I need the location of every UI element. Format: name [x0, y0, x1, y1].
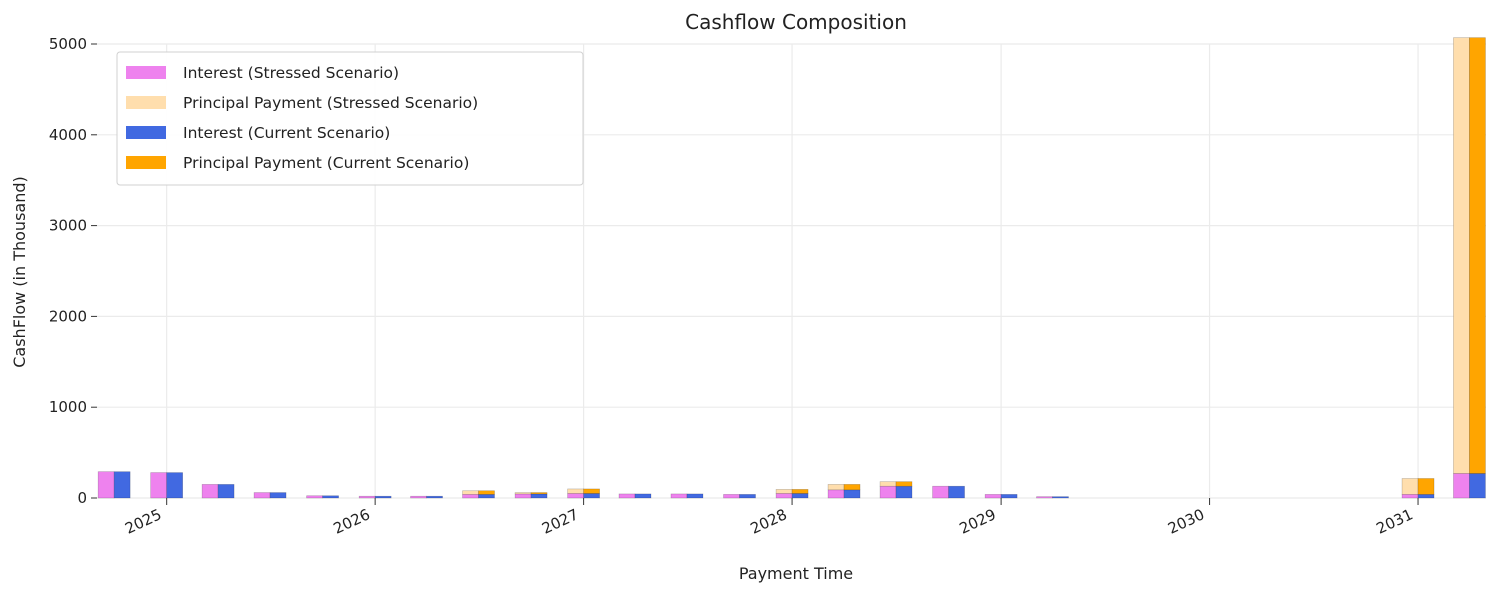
bar-current-interest: [583, 493, 600, 499]
legend-label: Principal Payment (Stressed Scenario): [183, 94, 478, 112]
bar-stressed-interest: [1453, 473, 1470, 499]
bar-current-interest: [426, 495, 443, 499]
bar-current-interest: [1052, 496, 1069, 499]
bars-layer: [97, 37, 1486, 499]
grid-layer: [97, 43, 1486, 499]
bar-current-principal: [583, 488, 600, 494]
bar-stressed-interest: [201, 484, 219, 499]
x-tick-label: 2025: [122, 505, 164, 537]
bar-current-interest: [686, 493, 704, 499]
bar-current-interest: [791, 493, 809, 499]
bar-stressed-principal: [514, 492, 532, 495]
bar-current-interest: [166, 472, 183, 499]
bar-current-interest: [843, 489, 861, 499]
x-tick-label: 2031: [1374, 505, 1416, 537]
bar-current-interest: [634, 493, 652, 499]
bar-stressed-interest: [97, 471, 115, 499]
bar-current-interest: [269, 492, 287, 499]
y-tick-label: 5000: [49, 35, 87, 53]
y-tick-label: 1000: [49, 398, 87, 416]
bar-stressed-principal: [1453, 37, 1470, 474]
bar-stressed-interest: [670, 493, 688, 499]
bar-current-interest: [739, 494, 756, 499]
bar-stressed-interest: [306, 495, 323, 499]
bar-stressed-interest: [358, 495, 376, 499]
bar-stressed-principal: [775, 489, 793, 494]
y-tick-label: 4000: [49, 126, 87, 144]
bar-stressed-interest: [462, 494, 479, 499]
x-tick-label: 2027: [539, 505, 581, 537]
bar-stressed-interest: [567, 493, 584, 499]
bar-stressed-principal: [567, 488, 584, 494]
bar-stressed-interest: [618, 493, 636, 499]
x-tick-label: 2026: [331, 505, 373, 537]
bar-stressed-principal: [827, 484, 845, 491]
bar-current-principal: [478, 490, 495, 495]
bar-stressed-interest: [984, 494, 1002, 499]
bar-current-principal: [530, 492, 548, 495]
bar-current-interest: [1417, 494, 1435, 499]
bar-stressed-interest: [723, 494, 740, 499]
bar-current-principal: [791, 489, 809, 494]
bar-stressed-interest: [1401, 494, 1419, 499]
bar-stressed-interest: [932, 485, 949, 499]
legend-swatch: [126, 126, 166, 139]
y-tick-label: 0: [77, 489, 87, 507]
legend-swatch: [126, 96, 166, 109]
bar-current-interest: [478, 494, 495, 499]
chart-title: Cashflow Composition: [685, 10, 907, 34]
y-tick-label: 3000: [49, 217, 87, 235]
y-axis-label: CashFlow (in Thousand): [10, 176, 29, 368]
bar-stressed-interest: [514, 493, 532, 499]
bar-current-principal: [1417, 478, 1435, 495]
bar-current-interest: [322, 495, 339, 499]
bar-stressed-principal: [462, 490, 479, 495]
x-tick-label: 2030: [1165, 505, 1207, 537]
legend-box: [116, 51, 584, 186]
x-tick-label: 2028: [748, 505, 790, 537]
legend-swatch: [126, 156, 166, 169]
bar-current-interest: [113, 471, 131, 499]
bar-current-interest: [530, 493, 548, 499]
x-axis-label: Payment Time: [739, 564, 853, 583]
bar-current-principal: [895, 481, 913, 487]
bar-stressed-interest: [827, 489, 845, 499]
bar-current-principal: [1469, 37, 1486, 474]
bar-stressed-interest: [253, 492, 271, 499]
legend-label: Interest (Current Scenario): [183, 124, 390, 142]
x-tick-label: 2029: [957, 505, 999, 537]
bar-current-interest: [217, 484, 235, 499]
bar-stressed-principal: [1401, 478, 1419, 495]
legend-swatch: [126, 66, 166, 79]
y-tick-label: 2000: [49, 307, 87, 325]
bar-current-interest: [1000, 494, 1018, 499]
bar-current-interest: [1469, 473, 1486, 499]
legend-label: Principal Payment (Current Scenario): [183, 154, 469, 172]
bar-current-principal: [843, 484, 861, 491]
bar-current-interest: [895, 485, 913, 499]
legend: Interest (Stressed Scenario) Principal Pa…: [116, 51, 584, 186]
bar-stressed-principal: [879, 481, 897, 487]
bar-stressed-interest: [879, 485, 897, 499]
bar-stressed-interest: [775, 493, 793, 499]
bar-current-interest: [948, 485, 965, 499]
legend-label: Interest (Stressed Scenario): [183, 64, 399, 82]
bar-stressed-interest: [150, 472, 167, 499]
bar-stressed-interest: [1036, 496, 1053, 499]
bar-current-interest: [374, 495, 392, 499]
bar-stressed-interest: [410, 495, 427, 499]
